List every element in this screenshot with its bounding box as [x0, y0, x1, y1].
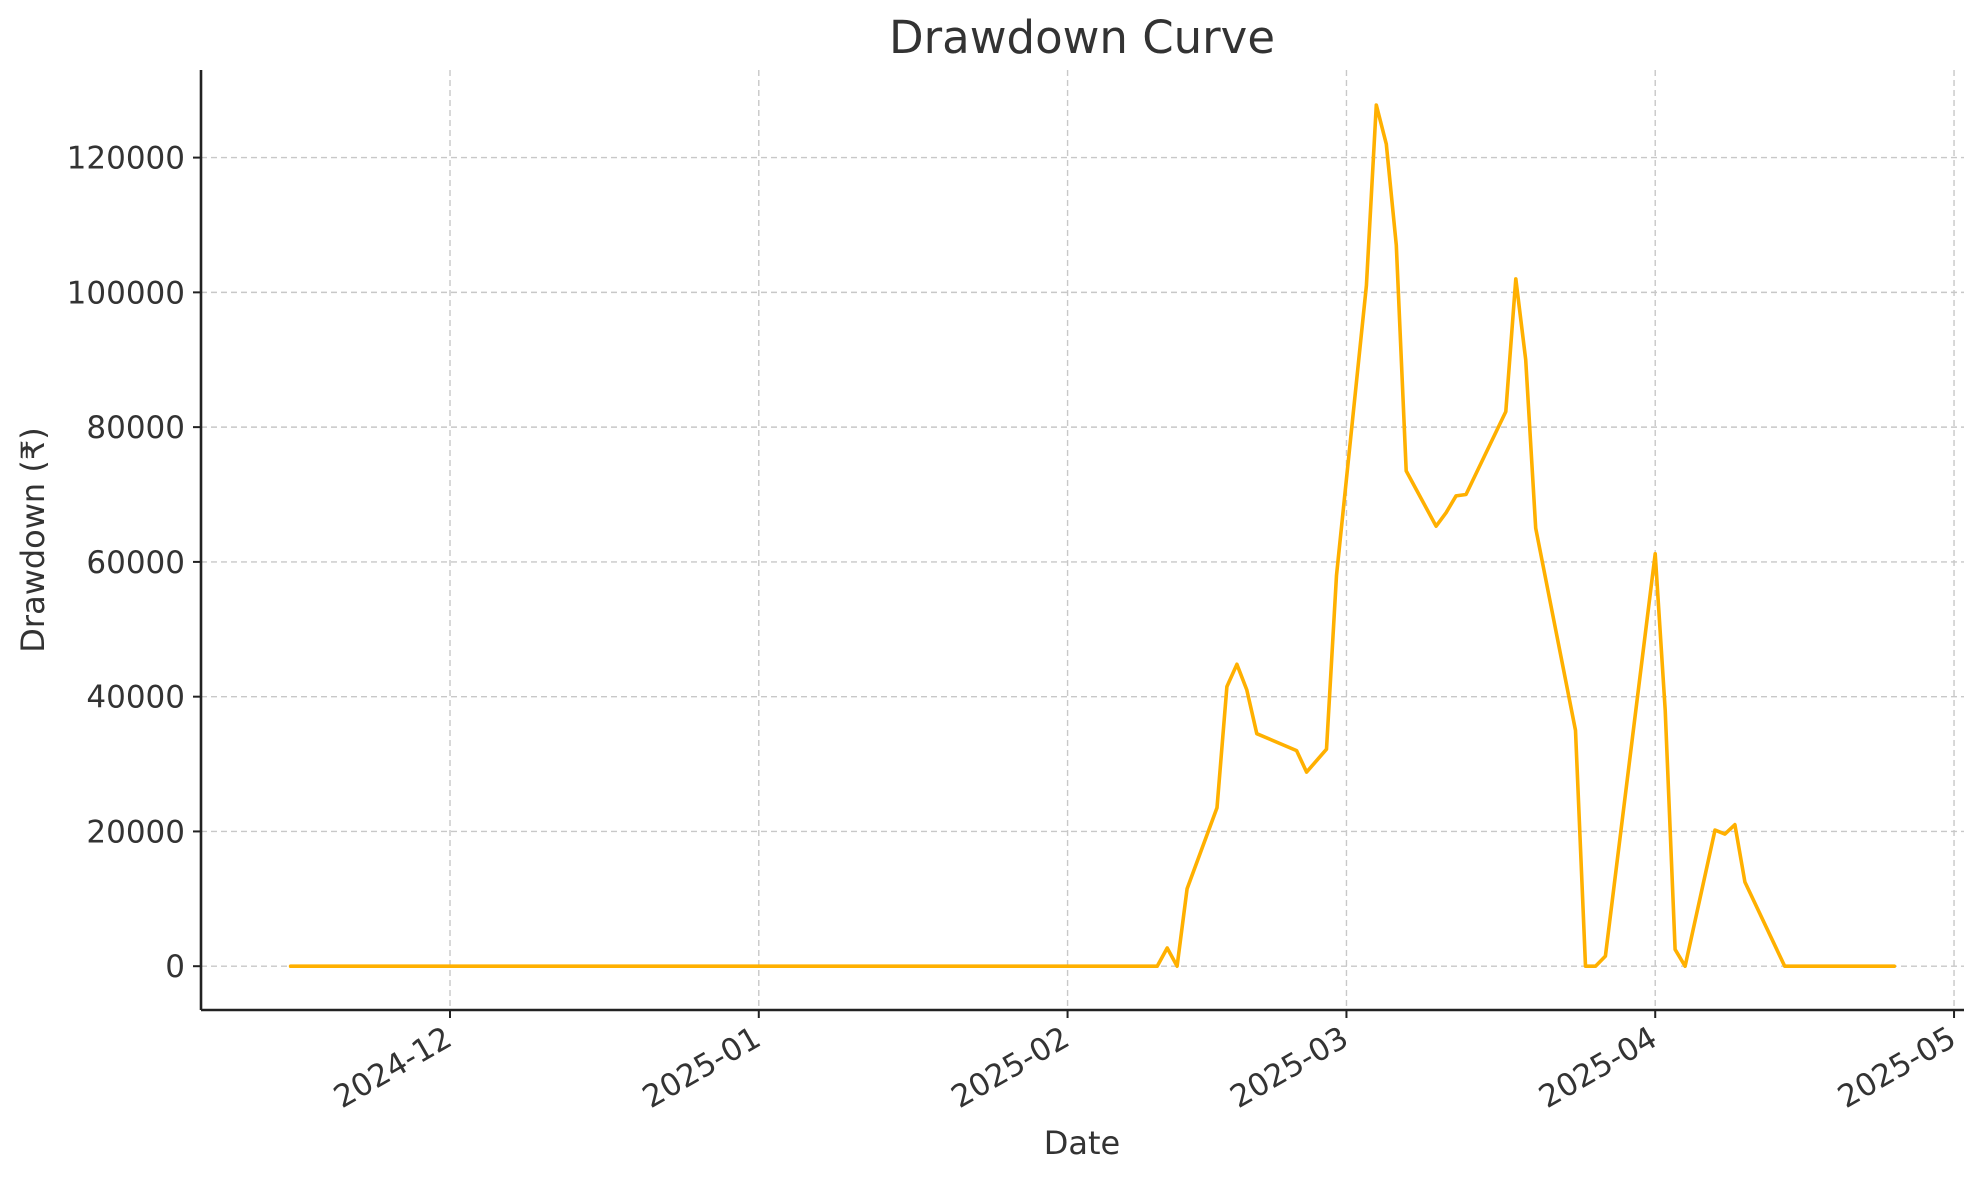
y-axis-ticks: 0 20000 40000 60000 80000 100000 120000 [67, 141, 201, 985]
y-axis-label: Drawdown (₹) [14, 427, 52, 652]
y-tick-label: 60000 [86, 545, 185, 581]
y-tick-label: 80000 [86, 410, 185, 446]
y-tick-label: 0 [165, 949, 185, 985]
x-tick-label: 2025-05 [1832, 1020, 1962, 1116]
y-tick-label: 20000 [86, 814, 185, 850]
y-tick-label: 100000 [67, 275, 185, 311]
x-tick-label: 2024-12 [328, 1020, 458, 1116]
x-tick-label: 2025-02 [945, 1020, 1075, 1116]
drawdown-line [288, 103, 1897, 969]
x-tick-label: 2025-04 [1533, 1020, 1663, 1116]
x-axis-label: Date [1044, 1124, 1120, 1162]
chart-title: Drawdown Curve [889, 11, 1275, 64]
grid-lines [201, 70, 1964, 1010]
x-axis-ticks: 2024-12 2025-01 2025-02 2025-03 2025-04 2025-… [328, 1010, 1962, 1116]
x-tick-label: 2025-01 [637, 1020, 767, 1116]
x-tick-label: 2025-03 [1224, 1020, 1354, 1116]
y-tick-label: 120000 [67, 141, 185, 177]
series-layer [288, 103, 1897, 969]
y-tick-label: 40000 [86, 680, 185, 716]
